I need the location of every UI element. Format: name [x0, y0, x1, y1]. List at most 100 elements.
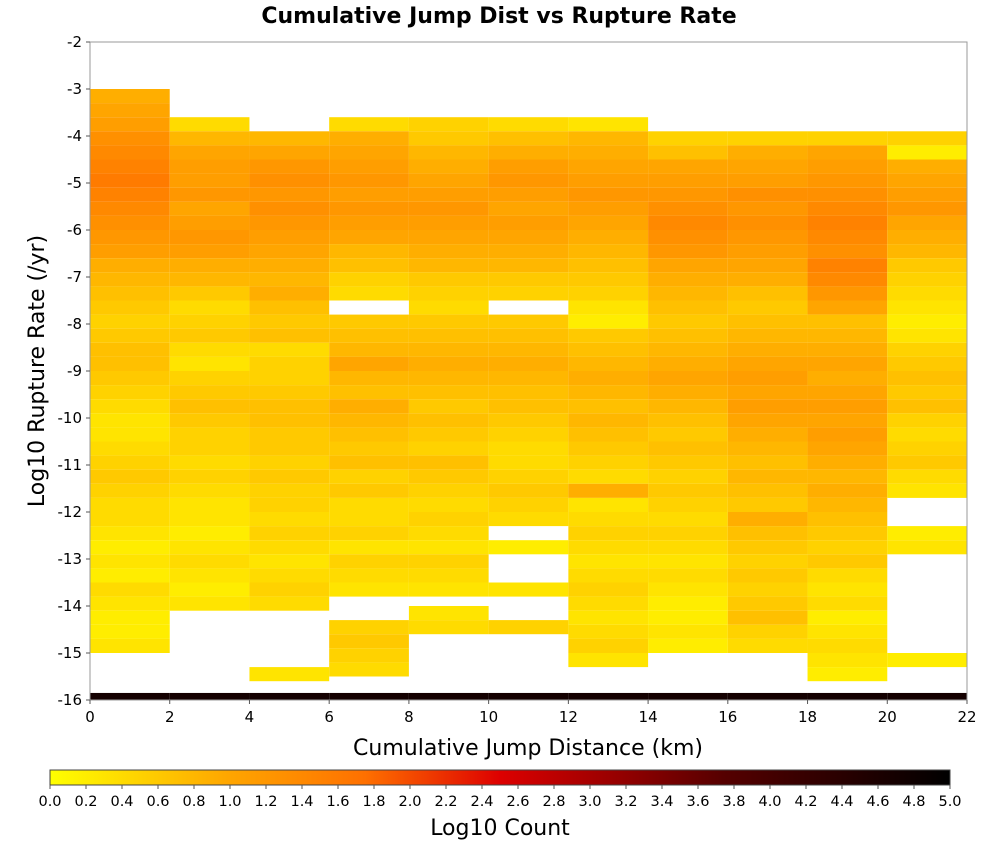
colorbar-tick-label: 0.4: [110, 794, 133, 810]
heatmap-cell: [169, 568, 250, 583]
heatmap-cell: [90, 314, 170, 329]
heatmap-cell: [568, 653, 649, 668]
heatmap-cell: [329, 582, 409, 597]
heatmap-cell: [887, 455, 967, 470]
heatmap-cell: [169, 145, 250, 160]
heatmap-cell: [807, 385, 888, 400]
heatmap-cell: [329, 413, 409, 428]
heatmap-cell: [90, 215, 170, 230]
heatmap-cell: [408, 244, 489, 259]
heatmap-cell: [90, 582, 170, 597]
heatmap-cell: [648, 230, 728, 245]
heatmap-cell: [727, 610, 808, 625]
heatmap-cell: [329, 455, 409, 470]
heatmap-cell: [408, 314, 489, 329]
heatmap-cell: [727, 300, 808, 315]
heatmap-cell: [169, 117, 250, 132]
heatmap-cell: [648, 173, 728, 188]
heatmap-cell: [249, 596, 330, 611]
heatmap-cell: [329, 662, 409, 677]
heatmap-cell: [90, 328, 170, 343]
heatmap-cell: [90, 356, 170, 371]
heatmap-cell: [169, 328, 250, 343]
heatmap-cell: [887, 145, 967, 160]
heatmap-cell: [807, 653, 888, 668]
heatmap-cell: [90, 385, 170, 400]
heatmap-cell: [887, 441, 967, 456]
heatmap-cell: [408, 173, 489, 188]
heatmap-cell: [727, 328, 808, 343]
heatmap-cell: [648, 540, 728, 555]
heatmap-cell: [408, 371, 489, 386]
heatmap-cell: [727, 342, 808, 357]
heatmap-cell: [648, 427, 728, 442]
heatmap-cell: [488, 328, 569, 343]
heatmap-cell: [568, 469, 649, 484]
heatmap-cell: [648, 356, 728, 371]
heatmap-cell: [648, 371, 728, 386]
heatmap-cell: [807, 314, 888, 329]
heatmap-cell: [887, 540, 967, 555]
heatmap-cell: [568, 117, 649, 132]
heatmap-cell: [169, 441, 250, 456]
heatmap-cell: [90, 131, 170, 146]
colorbar-tick-label: 0.6: [146, 794, 169, 810]
heatmap-cell: [169, 455, 250, 470]
heatmap-cell: [568, 145, 649, 160]
heatmap-cell: [249, 173, 330, 188]
heatmap-cell: [169, 413, 250, 428]
x-tick-label: 2: [165, 708, 175, 726]
heatmap-cell: [568, 342, 649, 357]
heatmap-cell: [727, 399, 808, 414]
heatmap-cell: [249, 441, 330, 456]
heatmap-cell: [488, 117, 569, 132]
colorbar-tick-label: 4.4: [830, 794, 853, 810]
heatmap-cell: [568, 455, 649, 470]
y-axis-label: Log10 Rupture Rate (/yr): [25, 235, 50, 507]
heatmap-cell: [329, 385, 409, 400]
heatmap-cell: [488, 230, 569, 245]
heatmap-cell: [807, 145, 888, 160]
heatmap-cell: [807, 568, 888, 583]
y-tick-label: -13: [58, 550, 83, 568]
colorbar-tick-label: 2.0: [398, 794, 421, 810]
heatmap-cell: [488, 620, 569, 635]
heatmap-cell: [807, 441, 888, 456]
heatmap-cell: [648, 638, 728, 653]
heatmap-cell: [568, 230, 649, 245]
heatmap-cell: [90, 610, 170, 625]
heatmap-cell: [648, 624, 728, 639]
heatmap-cell: [887, 131, 967, 146]
y-tick-label: -16: [58, 691, 83, 709]
heatmap-cell: [887, 159, 967, 174]
colorbar-tick-label: 0.2: [74, 794, 97, 810]
heatmap-cell: [329, 554, 409, 569]
heatmap-cell: [727, 173, 808, 188]
heatmap-cell: [329, 145, 409, 160]
heatmap-cell: [727, 413, 808, 428]
heatmap-cell: [488, 385, 569, 400]
heatmap-cell: [90, 342, 170, 357]
heatmap-cell: [807, 230, 888, 245]
heatmap-cell: [568, 568, 649, 583]
heatmap-cell: [90, 483, 170, 498]
heatmap-cell: [329, 540, 409, 555]
heatmap-cell: [249, 469, 330, 484]
heatmap-cell: [568, 201, 649, 216]
heatmap-cell: [727, 455, 808, 470]
heatmap-cell: [169, 385, 250, 400]
heatmap-cell: [169, 596, 250, 611]
heatmap-cell: [488, 272, 569, 287]
heatmap-cell: [488, 540, 569, 555]
heatmap-cell: [90, 103, 170, 118]
heatmap-cell: [169, 131, 250, 146]
heatmap-cell: [568, 441, 649, 456]
heatmap-cell: [568, 427, 649, 442]
heatmap-cell: [807, 469, 888, 484]
heatmap-cell: [648, 441, 728, 456]
heatmap-cell: [488, 286, 569, 301]
colorbar-tick-label: 4.2: [794, 794, 817, 810]
heatmap-cell: [169, 187, 250, 202]
heatmap-cell: [90, 427, 170, 442]
heatmap-cell: [488, 215, 569, 230]
